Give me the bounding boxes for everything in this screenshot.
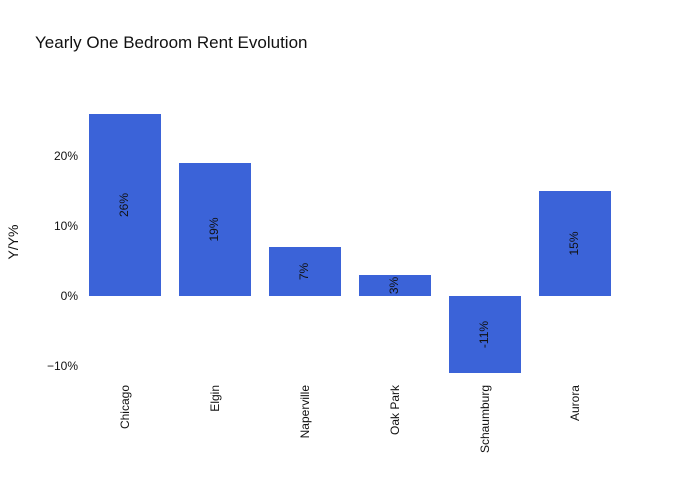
y-tick-label: 20% [54, 149, 78, 163]
y-tick-label: 10% [54, 219, 78, 233]
x-tick-label: Elgin [208, 385, 222, 412]
bar-value-label: 26% [117, 193, 131, 217]
bar-schaumburg [449, 296, 521, 373]
bar-oak-park [359, 275, 431, 296]
y-tick-label: 0% [61, 289, 79, 303]
x-tick-label: Chicago [118, 385, 132, 429]
x-tick-label: Naperville [298, 385, 312, 439]
bar-aurora [539, 191, 611, 296]
bar-value-label: 19% [207, 217, 221, 241]
x-tick-label: Aurora [568, 385, 582, 421]
y-tick-label: −10% [47, 359, 78, 373]
bar-naperville [269, 247, 341, 296]
x-tick-label: Schaumburg [478, 385, 492, 453]
y-axis-title: Y/Y% [5, 224, 21, 259]
bar-value-label: 7% [297, 262, 311, 280]
bar-elgin [179, 163, 251, 296]
chart-title: Yearly One Bedroom Rent Evolution [35, 33, 308, 52]
x-tick-label: Oak Park [388, 384, 402, 435]
bar-value-label: -11% [477, 321, 491, 348]
bar-chicago [89, 114, 161, 296]
bar-value-label: 3% [387, 276, 401, 294]
bar-value-label: 15% [567, 231, 581, 255]
